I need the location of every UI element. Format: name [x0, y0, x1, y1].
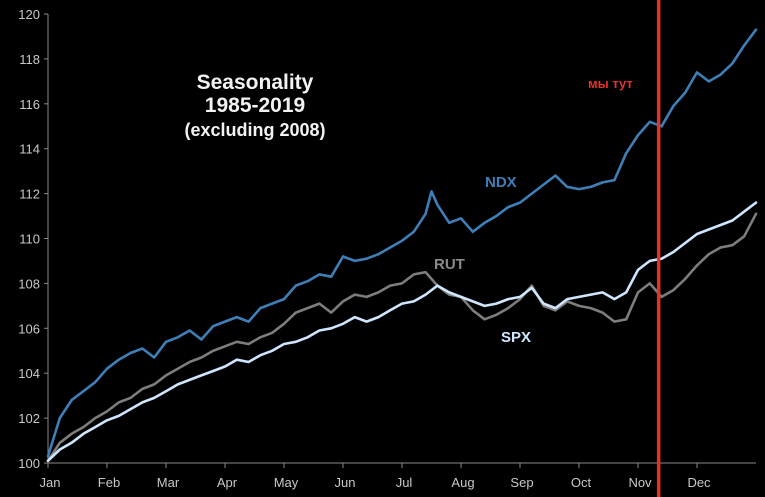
y-tick-label: 116	[19, 97, 40, 112]
series-line-rut	[46, 212, 758, 463]
x-tick-label: Jun	[335, 475, 356, 490]
y-tick-label: 108	[18, 276, 40, 291]
x-tick-label: Apr	[217, 475, 238, 490]
chart-title: Seasonality 1985-2019 (excluding 2008)	[184, 71, 325, 140]
series-line-ndx	[46, 28, 758, 458]
y-tick-label: 112	[19, 187, 40, 202]
x-axis: Jan Feb Mar Apr May Jun Jul Aug Sep Oct Nov Dec	[40, 462, 756, 490]
y-tick-label: 118	[19, 52, 40, 67]
x-tick-label: Dec	[687, 475, 711, 490]
x-tick-label: Mar	[157, 475, 180, 490]
chart-title-line-2: 1985-2019	[205, 94, 305, 117]
y-axis: 100 102 104 106 108 110 112 114 116 118 120	[18, 7, 49, 471]
x-tick-label: Oct	[571, 475, 592, 490]
y-tick-label: 106	[18, 321, 40, 336]
x-tick-label: Jan	[40, 475, 61, 490]
y-tick-label: 100	[18, 456, 40, 471]
marker-label: мы тут	[588, 76, 633, 91]
x-tick-label: Nov	[628, 475, 652, 490]
chart-title-line-1: Seasonality	[197, 71, 314, 94]
series-lines	[46, 28, 758, 463]
y-tick-label: 120	[18, 7, 40, 22]
chart-title-line-3: (excluding 2008)	[184, 120, 325, 140]
series-label-ndx: NDX	[485, 174, 517, 191]
x-tick-label: Jul	[396, 475, 413, 490]
x-tick-label: Feb	[98, 475, 120, 490]
x-tick-label: Sep	[510, 475, 533, 490]
series-label-spx: SPX	[501, 329, 531, 346]
x-tick-label: Aug	[451, 475, 474, 490]
series-label-rut: RUT	[434, 256, 465, 273]
y-tick-label: 114	[19, 142, 40, 157]
x-tick-label: May	[274, 475, 299, 490]
y-tick-label: 110	[19, 232, 40, 247]
series-line-spx	[46, 201, 758, 463]
y-tick-label: 102	[18, 411, 40, 426]
y-tick-label: 104	[18, 366, 40, 381]
